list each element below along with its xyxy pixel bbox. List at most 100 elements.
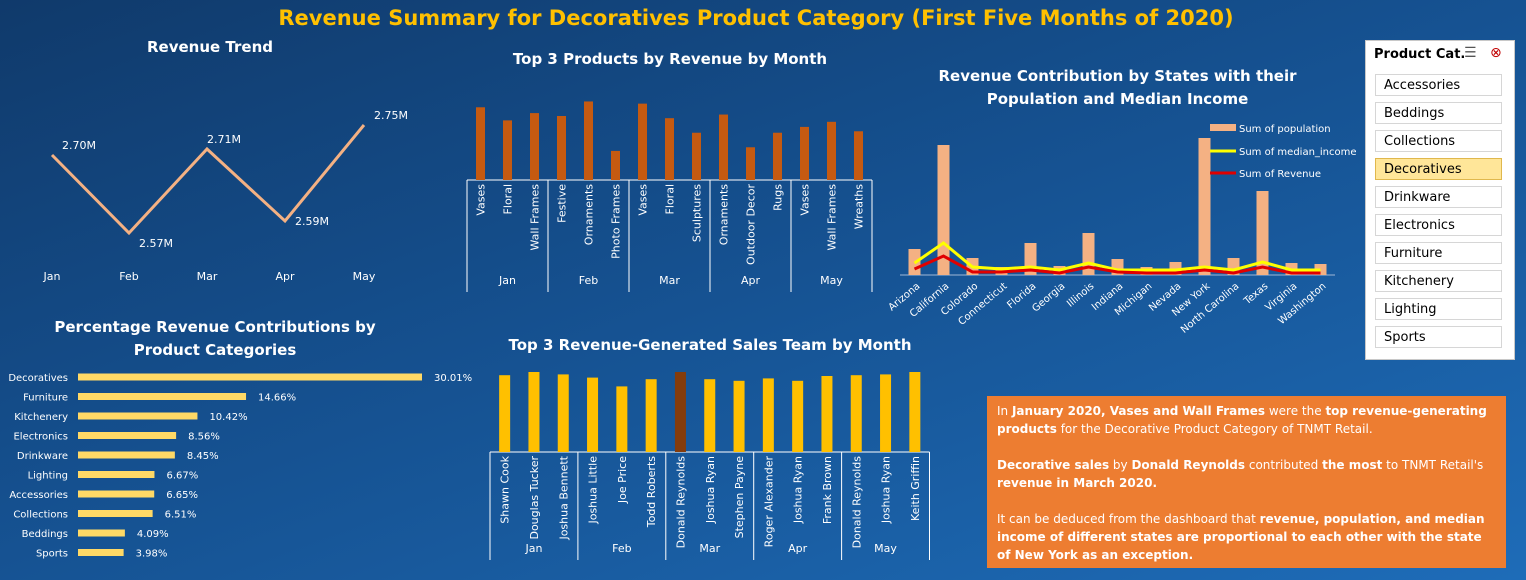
pct-category-label: Kitchenery [14,412,68,423]
insight-text-run: top revenue-generating products [997,404,1487,436]
pct-data-label: 6.67% [166,471,198,482]
x-tick-label: Festive [556,184,569,223]
bar [645,379,657,452]
pct-category-label: Sports [36,549,68,560]
slicer-item-sports[interactable]: Sports [1375,326,1502,348]
slicer-item-beddings[interactable]: Beddings [1375,102,1502,124]
slicer-item-electronics[interactable]: Electronics [1375,214,1502,236]
x-tick-label: Ornaments [583,184,596,245]
insight-text-run: contributed [1245,458,1323,472]
teams-title: Top 3 Revenue-Generated Sales Team by Mo… [508,336,912,354]
bar [792,380,804,452]
pct-bar [78,490,155,498]
trend-x-tick: Mar [197,270,218,283]
insight-paragraph-1: In January 2020, Vases and Wall Frames w… [997,402,1496,438]
revenue-trend-chart: 2.70M Jan 2.57M Feb 2.71M Mar 2.59M Apr 2.75M May [43,109,408,283]
x-tick-label: Vases [799,184,812,216]
insight-text-run: the most [1322,458,1383,472]
slicer-item-kitchenery[interactable]: Kitchenery [1375,270,1502,292]
bar [821,376,833,452]
population-bar [1256,191,1269,275]
pct-bar [78,412,198,420]
insight-text-run: revenue in March 2020. [997,476,1158,490]
x-tick-label: Joshua Bennett [557,455,570,540]
group-label: Apr [741,274,761,287]
legend-label: Sum of Revenue [1239,169,1321,180]
bar [854,131,863,180]
x-tick-label: Floral [502,184,515,214]
bar [530,113,539,180]
bar [909,372,921,452]
pct-bar [78,432,177,439]
products-title: Top 3 Products by Revenue by Month [512,50,828,68]
pct-bar [78,510,153,517]
pct-title: Percentage Revenue Contributions by Prod… [54,318,376,359]
pct-data-label: 8.45% [187,451,219,462]
x-tick-label: Frank Brown [821,456,834,524]
sales-team-chart: Shawn Cook Douglas Tucker Joshua Bennett Ja… [489,372,930,560]
slicer-item-drinkware[interactable]: Drinkware [1375,186,1502,208]
group-label: May [820,274,843,287]
product-category-slicer[interactable]: Product Cat... ☰ ⊗ Accessories Beddings Co… [1365,40,1515,360]
bar [733,380,745,452]
clear-filter-icon[interactable]: ⊗ [1490,45,1502,61]
pct-bar [78,373,422,381]
insight-text-run: It can be deduced from the dashboard tha… [997,512,1260,526]
slicer-item-decoratives[interactable]: Decoratives [1375,158,1502,180]
pct-data-label: 8.56% [188,432,220,443]
pct-data-label: 4.09% [137,529,169,540]
trend-line [50,124,366,236]
pct-bar [78,393,247,400]
pct-category-label: Collections [13,510,68,521]
multi-select-icon[interactable]: ☰ [1464,45,1477,61]
bar [665,118,674,180]
x-tick-label: Wreaths [853,184,866,229]
x-tick-label: Donald Reynolds [674,456,687,549]
trend-data-label: 2.70M [62,139,96,152]
slicer-item-collections[interactable]: Collections [1375,130,1502,152]
insight-text-run: to TNMT Retail's [1382,458,1484,472]
population-bar [1198,138,1211,275]
legend-swatch-population [1210,124,1236,131]
group-label: May [874,542,897,555]
trend-x-tick: Jan [43,270,61,283]
pct-bar [78,451,175,459]
bar [674,372,686,452]
x-tick-label: Joshua Little [587,456,600,525]
x-tick-label: Ornaments [718,184,731,245]
x-tick-label: Rugs [772,184,785,211]
x-tick-label: Roger Alexander [762,456,775,548]
trend-x-tick: May [353,270,376,283]
x-tick-label: Wall Frames [529,184,542,251]
trend-data-label: 2.71M [207,133,241,146]
x-tick-label: Floral [664,184,677,214]
slicer-item-accessories[interactable]: Accessories [1375,74,1502,96]
bar [827,121,836,180]
dashboard-title: Revenue Summary for Decoratives Product … [278,6,1234,30]
revenue-line [913,254,1321,275]
x-tick-label: Stephen Payne [733,456,746,539]
x-tick-label: Donald Reynolds [850,456,863,549]
trend-data-label: 2.75M [374,109,408,122]
bar [528,372,540,452]
states-chart: ArizonaCaliforniaColoradoConnecticutFlor… [887,124,1357,336]
slicer-item-furniture[interactable]: Furniture [1375,242,1502,264]
pct-category-label: Electronics [13,432,68,443]
bar [503,120,512,180]
insight-text-run: by [1109,458,1132,472]
x-tick-label: Sculptures [691,184,704,242]
pct-bar [78,471,155,478]
pct-category-label: Furniture [23,393,68,404]
bar [704,379,716,452]
bar [499,375,511,452]
pct-category-label: Lighting [28,471,68,482]
insight-text-run: Decorative sales [997,458,1110,472]
median-income-line [913,241,1321,272]
bar [587,377,599,452]
x-tick-label: Douglas Tucker [528,456,541,540]
slicer-item-lighting[interactable]: Lighting [1375,298,1502,320]
pct-data-label: 6.65% [166,490,198,501]
x-tick-label: Outdoor Decor [745,184,758,265]
pct-data-label: 30.01% [434,373,472,384]
pct-data-label: 3.98% [136,549,168,560]
